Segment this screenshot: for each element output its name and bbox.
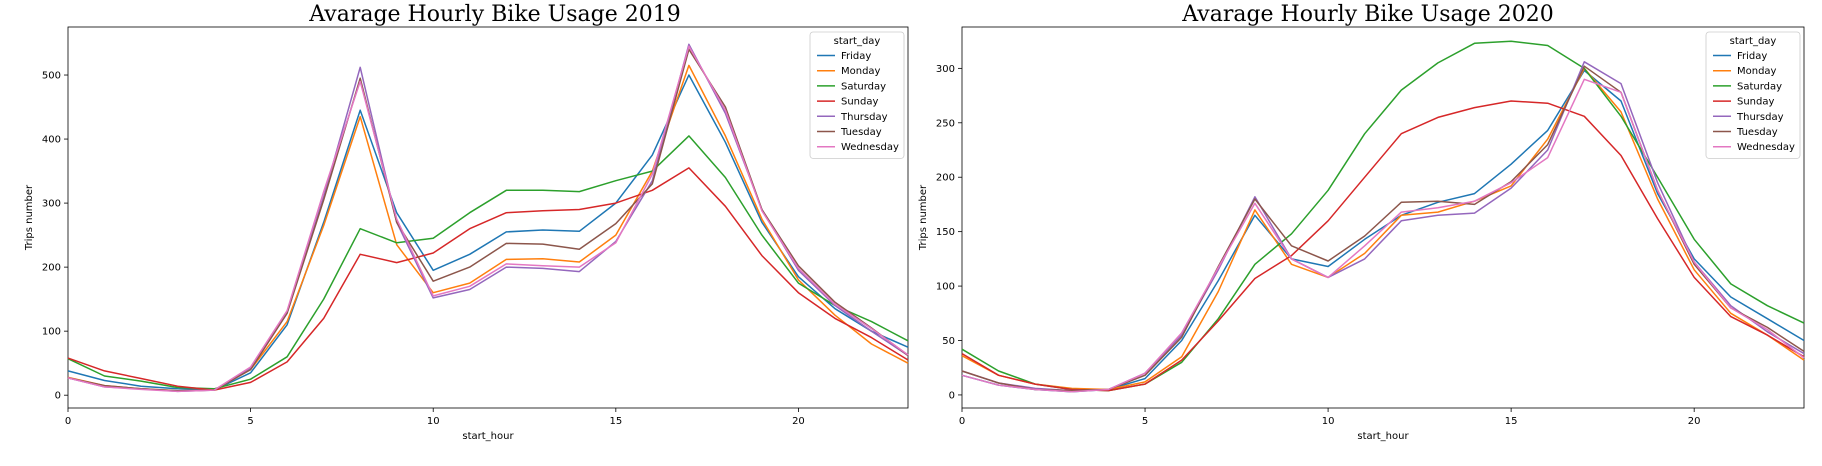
series-line-friday [67,74,909,391]
x-tick-label: 5 [247,416,253,427]
series-line-sunday [961,100,1805,392]
legend-label-wednesday: Wednesday [841,142,899,153]
x-axis-label: start_hour [462,431,514,442]
y-tick-label: 250 [936,118,955,129]
y-tick-label: 200 [936,173,955,184]
y-tick-label: 100 [42,327,61,338]
y-axis-label: Trips number [918,184,929,251]
y-tick-label: 50 [942,336,955,347]
x-tick-label: 10 [1322,416,1335,427]
y-tick-label: 200 [42,263,61,274]
legend-label-saturday: Saturday [1737,81,1782,92]
y-tick-label: 150 [936,227,955,238]
y-tick-label: 500 [42,71,61,82]
series-line-wednesday [961,78,1805,393]
x-tick-label: 0 [959,416,965,427]
legend-label-friday: Friday [841,51,871,62]
legend-label-tuesday: Tuesday [1736,127,1778,138]
legend-label-sunday: Sunday [841,97,878,108]
plot-frame [67,26,909,409]
series-line-saturday [961,40,1805,392]
x-tick-label: 5 [1142,416,1148,427]
legend-title: start_day [834,36,881,47]
legend-label-thursday: Thursday [840,112,888,123]
x-axis-label: start_hour [1357,431,1409,442]
y-tick-label: 400 [42,135,61,146]
legend-label-monday: Monday [1737,66,1777,77]
y-tick-label: 300 [42,199,61,210]
legend-label-sunday: Sunday [1737,97,1774,108]
x-tick-label: 20 [1688,416,1701,427]
series-line-monday [67,64,909,392]
series-line-saturday [67,135,909,390]
x-tick-label: 10 [427,416,440,427]
legend: start_day Friday Monday Saturday Sunday Thurs… [809,31,905,159]
legend-box [1705,31,1801,159]
chart-title: Avarage Hourly Bike Usage 2020 [1181,2,1553,27]
legend: start_day Friday Monday Saturday Sunday Thurs… [1705,31,1801,159]
legend-label-tuesday: Tuesday [840,127,882,138]
series-line-wednesday [67,45,909,393]
y-axis-label: Trips number [24,184,35,251]
y-tick-label: 300 [936,64,955,75]
x-tick-label: 20 [792,416,805,427]
x-tick-label: 15 [609,416,622,427]
legend-label-friday: Friday [1737,51,1767,62]
plot-frame [961,26,1805,409]
y-tick-label: 100 [936,282,955,293]
series-line-thursday [67,43,909,393]
y-tick-label: 0 [949,390,955,401]
legend-title: start_day [1730,36,1777,47]
legend-label-thursday: Thursday [1736,112,1784,123]
legend-label-saturday: Saturday [841,81,886,92]
legend-label-wednesday: Wednesday [1737,142,1795,153]
x-tick-label: 15 [1505,416,1518,427]
chart-title: Avarage Hourly Bike Usage 2019 [308,2,680,27]
x-tick-label: 0 [65,416,71,427]
legend-box [809,31,905,159]
y-tick-label: 0 [55,391,61,402]
legend-label-monday: Monday [841,66,881,77]
